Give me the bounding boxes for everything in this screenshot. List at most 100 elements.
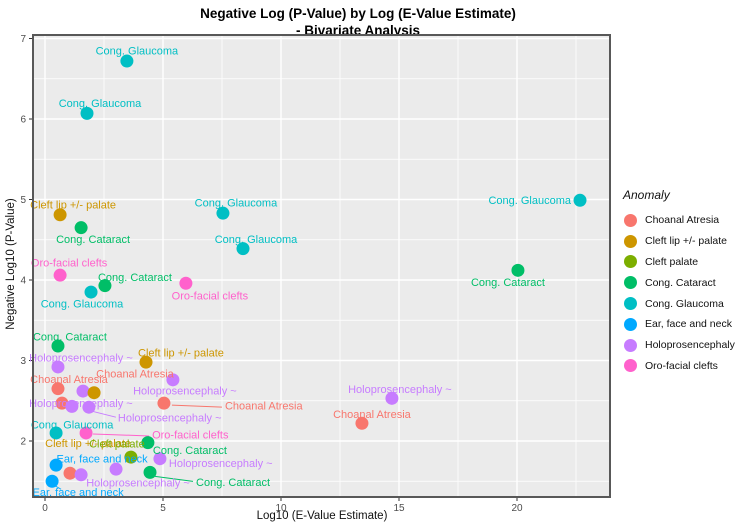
legend-item-label: Holoprosencephaly ~: [645, 339, 735, 352]
legend-item-oro-facial-clefts: Oro-facial clefts: [621, 356, 735, 377]
point-label: Cong. Glaucoma: [195, 198, 278, 210]
legend-item-label: Choanal Atresia: [645, 214, 720, 227]
legend-item-choanal-atresia: Choanal Atresia: [621, 210, 735, 231]
legend-swatch-icon: [624, 213, 637, 227]
legend-swatch-icon: [624, 317, 637, 331]
x-axis-title: Log10 (E-Value Estimate): [256, 510, 388, 522]
legend-item-cong-glaucoma: Cong. Glaucoma: [621, 293, 735, 314]
data-point: [120, 54, 134, 68]
legend-item-label: Cleft lip +/- palate: [645, 235, 728, 248]
point-label: Oro-facial clefts: [172, 291, 249, 303]
point-label: Holoprosencephaly ~: [29, 398, 133, 410]
x-tick-label: 15: [393, 503, 405, 514]
label-leader-line: [171, 404, 222, 408]
legend-item-label: Cong. Glaucoma: [645, 297, 724, 310]
point-label: Cong. Glaucoma: [488, 195, 571, 207]
legend-item-cong-cataract: Cong. Cataract: [621, 272, 735, 293]
data-point: [124, 450, 138, 464]
y-tick-label: 7: [20, 34, 26, 45]
legend: Anomaly Choanal Atresia Cleft lip +/- pal…: [621, 188, 735, 376]
legend-item-label: Oro-facial clefts: [645, 359, 718, 372]
data-point: [166, 373, 180, 387]
legend-item-label: Cleft palate: [645, 255, 699, 268]
data-point: [82, 400, 96, 414]
data-point: [84, 285, 98, 299]
data-point: [236, 242, 250, 256]
point-label: Holoprosencephaly ~: [118, 413, 222, 425]
data-point: [51, 339, 65, 353]
data-point: [76, 384, 90, 398]
point-label: Cleft palate: [89, 439, 145, 451]
point-label: Choanal Atresia: [333, 409, 412, 421]
point-label: Holoprosencephaly ~: [348, 384, 452, 396]
y-tick-label: 2: [20, 437, 26, 448]
legend-item-ear-face-and-neck: Ear, face and neck: [621, 314, 735, 335]
legend-items: Choanal Atresia Cleft lip +/- palate Cleft…: [621, 210, 735, 376]
panel-border: [32, 34, 611, 498]
y-tick-label: 4: [20, 276, 26, 287]
data-point: [141, 436, 155, 450]
point-label: Cong. Glaucoma: [96, 46, 179, 58]
point-label: Cleft lip +/- palate: [138, 348, 224, 360]
legend-item-cleft-lip-palate: Cleft lip +/- palate: [621, 231, 735, 252]
point-label: Choanal Atresia: [30, 374, 109, 386]
point-label: Cong. Glaucoma: [31, 419, 114, 431]
data-point: [80, 106, 94, 120]
data-point: [63, 466, 77, 480]
label-leader-line: [91, 410, 117, 418]
data-point: [139, 355, 153, 369]
data-point: [216, 206, 230, 220]
data-point: [179, 276, 193, 290]
x-tick-label: 0: [42, 503, 48, 514]
data-point: [51, 360, 65, 374]
legend-swatch-icon: [624, 255, 637, 269]
data-point: [79, 426, 93, 440]
y-tick-label: 5: [20, 195, 26, 206]
chart-title-line1: Negative Log (P-Value) by Log (E-Value E…: [200, 6, 516, 21]
point-label: Oro-facial clefts: [31, 258, 108, 270]
legend-item-cleft-palate: Cleft palate: [621, 252, 735, 273]
point-label: Cong. Glaucoma: [59, 98, 142, 110]
data-point: [49, 458, 63, 472]
data-point: [65, 399, 79, 413]
point-label: Holoprosencephaly ~: [169, 458, 273, 470]
point-label: Cong. Glaucoma: [41, 299, 124, 311]
point-label: Ear, face and neck: [33, 487, 125, 499]
point-label: Cong. Cataract: [98, 272, 172, 284]
data-point: [49, 426, 63, 440]
point-label: Cong. Cataract: [56, 234, 130, 246]
legend-item-label: Ear, face and neck: [645, 318, 732, 331]
point-label: Holoprosencephaly ~: [29, 352, 133, 364]
point-label: Oro-facial clefts: [152, 429, 229, 441]
point-label: Choanal Atresia: [96, 369, 175, 381]
data-point: [45, 474, 59, 488]
data-point: [53, 268, 67, 282]
point-label: Cong. Cataract: [153, 445, 227, 457]
data-point: [511, 263, 525, 277]
point-label: Cong. Cataract: [33, 332, 107, 344]
y-axis-title: Negative Log10 (P-Value): [5, 198, 17, 330]
point-label: Holoprosencephaly ~: [86, 478, 190, 490]
point-label: Choanal Atresia: [225, 401, 304, 413]
data-point: [87, 386, 101, 400]
data-point: [55, 396, 69, 410]
legend-title: Anomaly: [623, 188, 670, 202]
legend-swatch-icon: [624, 359, 637, 373]
label-leader-line: [93, 433, 150, 437]
data-point: [157, 396, 171, 410]
legend-item-holoprosencephaly: Holoprosencephaly ~: [621, 335, 735, 356]
data-point: [51, 382, 65, 396]
point-label: Cong. Cataract: [196, 477, 270, 489]
data-point: [74, 221, 88, 235]
point-label: Cleft lip +/- palate: [45, 438, 131, 450]
point-label: Cleft lip +/- palate: [30, 199, 116, 211]
data-point: [355, 416, 369, 430]
label-leader-line: [154, 475, 194, 482]
point-label: Cong. Cataract: [471, 277, 545, 289]
data-point: [109, 462, 123, 476]
point-label: Ear, face and neck: [57, 454, 149, 466]
x-tick-label: 5: [160, 503, 166, 514]
data-point: [143, 465, 157, 479]
x-tick-label: 10: [275, 503, 287, 514]
